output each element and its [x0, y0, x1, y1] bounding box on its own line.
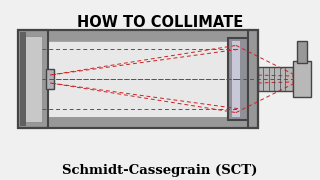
Bar [20, 32, 26, 126]
Bar [18, 30, 258, 128]
Bar [232, 41, 240, 116]
Bar [18, 30, 258, 41]
Bar [258, 67, 293, 91]
Circle shape [298, 53, 306, 61]
Bar [24, 36, 42, 122]
Bar [297, 41, 307, 63]
Bar [23, 41, 253, 116]
Text: Schmidt-Cassegrain (SCT): Schmidt-Cassegrain (SCT) [62, 164, 258, 177]
Bar [228, 38, 248, 120]
Text: HOW TO COLLIMATE: HOW TO COLLIMATE [77, 15, 243, 30]
Bar [18, 116, 258, 128]
Bar [18, 30, 48, 128]
Bar [46, 69, 54, 89]
Bar [18, 30, 258, 128]
Bar [23, 41, 43, 116]
Bar [248, 30, 258, 128]
Bar [293, 61, 311, 97]
